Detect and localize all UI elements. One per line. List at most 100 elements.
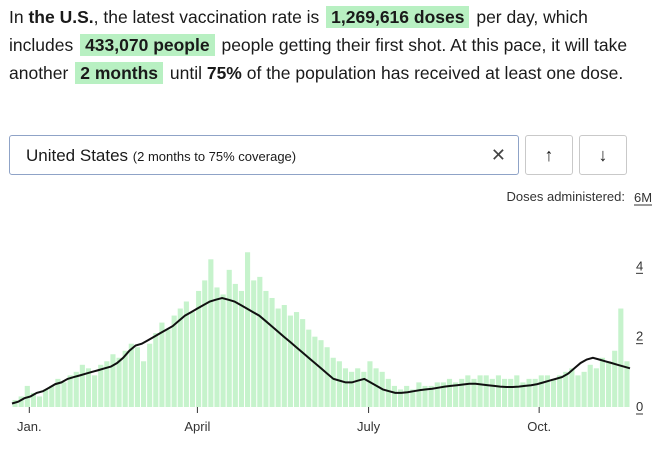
y-unit-label: 6M xyxy=(634,190,652,205)
bar-mark xyxy=(73,371,79,407)
bar-mark xyxy=(342,368,349,407)
bar-mark xyxy=(263,290,269,407)
bar-mark xyxy=(251,280,257,407)
bar-mark xyxy=(502,378,508,407)
bar-mark xyxy=(446,378,453,407)
bar-mark xyxy=(336,361,342,407)
bar-mark xyxy=(544,375,550,407)
y-tick-label: 0 xyxy=(636,399,643,414)
bar-mark xyxy=(183,301,189,407)
bar-mark xyxy=(471,378,477,407)
x-tick-label: April xyxy=(184,419,210,434)
bar-mark xyxy=(349,371,355,407)
bar-mark xyxy=(36,396,43,407)
bar-mark xyxy=(116,357,122,407)
bar-mark xyxy=(49,385,55,407)
vaccination-summary: In the U.S., the latest vaccination rate… xyxy=(9,3,649,87)
bar-mark xyxy=(196,290,202,407)
y-tick-label: 2 xyxy=(636,329,643,344)
summary-text: per day, which includes xyxy=(9,7,588,55)
bar-mark xyxy=(110,354,116,407)
bar-mark xyxy=(495,375,502,407)
bar-mark xyxy=(581,371,587,407)
bar-mark xyxy=(569,368,575,407)
bar-mark xyxy=(287,315,293,407)
country-search-box[interactable]: United States (2 months to 75% coverage)… xyxy=(9,135,519,175)
bar-mark xyxy=(122,350,128,407)
bar-mark xyxy=(367,361,373,407)
bar-mark xyxy=(79,364,85,407)
bar-mark xyxy=(459,378,465,407)
average-line xyxy=(11,296,631,405)
bar-mark xyxy=(391,385,397,407)
bar-mark xyxy=(526,378,532,407)
bar-mark xyxy=(232,283,238,407)
summary-text: In xyxy=(9,7,29,27)
bar-mark xyxy=(563,371,569,407)
bar-mark xyxy=(477,375,483,407)
bar-mark xyxy=(189,312,196,407)
bar-mark xyxy=(85,368,92,407)
bar-mark xyxy=(575,375,581,407)
bar-mark xyxy=(373,368,379,407)
bar-mark xyxy=(355,368,361,407)
bar-mark xyxy=(140,361,147,407)
coverage-note: (2 months to 75% coverage) xyxy=(132,149,297,164)
bar-mark xyxy=(599,357,606,407)
bar-mark xyxy=(404,385,410,407)
bar-mark xyxy=(453,382,459,407)
bar-mark xyxy=(330,357,336,407)
bar-mark xyxy=(606,361,612,407)
bar-mark xyxy=(226,269,232,407)
x-tick-label: July xyxy=(357,419,381,434)
bar-mark xyxy=(92,375,98,407)
bar-mark xyxy=(18,396,24,407)
country-name: United States xyxy=(26,146,129,165)
bar-mark xyxy=(624,361,630,407)
bar-mark xyxy=(397,389,404,407)
bar-mark xyxy=(618,308,624,407)
bar-mark xyxy=(324,347,330,407)
bar-mark xyxy=(159,322,165,407)
bar-mark xyxy=(422,385,428,407)
bar-mark xyxy=(434,382,440,407)
summary-text: , the latest vaccination rate is xyxy=(93,7,325,27)
bar-mark xyxy=(134,347,140,407)
y-tick-label: 4 xyxy=(636,258,643,273)
bar-mark xyxy=(428,385,434,407)
region-name: the U.S. xyxy=(28,7,94,27)
bar-mark xyxy=(165,329,171,407)
coverage-percent: 75% xyxy=(206,63,242,83)
clear-icon[interactable]: ✕ xyxy=(490,145,506,165)
bar-mark xyxy=(293,312,300,407)
bar-mark xyxy=(532,378,538,407)
bar-mark xyxy=(61,382,67,407)
summary-text: people getting their first shot. At this… xyxy=(9,35,628,83)
first-shot-people-highlight: 433,070 people xyxy=(80,34,215,56)
bar-mark xyxy=(538,375,544,407)
bar-mark xyxy=(55,378,61,407)
doses-per-day-highlight: 1,269,616 doses xyxy=(326,6,470,28)
next-country-button[interactable]: ↓ xyxy=(579,135,627,175)
bar-mark xyxy=(67,375,73,407)
bar-mark xyxy=(483,375,489,407)
bar-mark xyxy=(269,297,275,407)
bar-mark xyxy=(202,280,208,407)
bar-mark xyxy=(153,333,159,407)
bar-mark xyxy=(593,368,599,407)
bar-mark xyxy=(238,290,245,407)
summary-text: until xyxy=(165,63,207,83)
previous-country-button[interactable]: ↑ xyxy=(525,135,573,175)
bar-mark xyxy=(30,392,36,407)
bar-mark xyxy=(318,340,324,407)
x-tick-label: Jan. xyxy=(17,419,42,434)
bar-mark xyxy=(128,343,134,407)
bar-mark xyxy=(514,375,520,407)
bar-mark xyxy=(587,364,593,407)
x-tick-label: Oct. xyxy=(527,419,551,434)
bar-mark xyxy=(489,378,495,407)
bar-mark xyxy=(385,378,391,407)
bar-mark xyxy=(171,315,177,407)
country-selection: United States (2 months to 75% coverage) xyxy=(26,146,296,166)
